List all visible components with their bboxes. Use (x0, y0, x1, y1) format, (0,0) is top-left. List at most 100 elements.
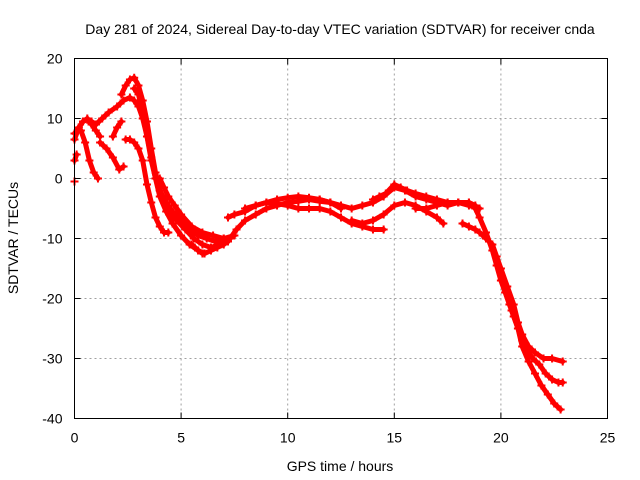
data-point (76, 126, 85, 135)
data-point (83, 114, 92, 123)
data-point (91, 126, 100, 135)
data-point (224, 213, 233, 222)
data-point (170, 201, 179, 210)
data-point (443, 198, 452, 207)
data-point (548, 375, 557, 384)
data-point (458, 219, 467, 228)
data-point (294, 204, 303, 213)
data-point (518, 342, 527, 351)
data-point (396, 183, 405, 192)
data-point (305, 204, 314, 213)
series-trace-13 (241, 198, 388, 234)
data-point (200, 249, 209, 258)
data-point (368, 195, 377, 204)
data-point (87, 120, 96, 129)
data-point (85, 156, 94, 165)
data-point (194, 246, 203, 255)
data-point (81, 138, 90, 147)
data-point (108, 132, 117, 141)
data-point (337, 201, 345, 210)
data-point (79, 117, 88, 126)
data-point (454, 198, 463, 207)
data-point (241, 204, 250, 213)
data-point (198, 228, 207, 237)
data-point (492, 261, 501, 270)
data-point (541, 369, 550, 378)
data-point (147, 153, 156, 162)
data-point (241, 216, 250, 225)
series-trace-20 (507, 306, 565, 414)
data-point (475, 213, 484, 222)
data-point (198, 240, 207, 249)
series-trace-15 (347, 198, 448, 228)
series-line (349, 200, 446, 226)
data-point (219, 240, 228, 249)
y-axis-label: SDTVAR / TECUs (5, 182, 21, 294)
data-point (283, 193, 292, 202)
data-point (119, 162, 128, 171)
data-point (168, 219, 177, 228)
data-point (72, 150, 81, 159)
data-point (464, 198, 473, 207)
data-point (294, 192, 303, 201)
data-point (134, 144, 143, 153)
data-point (432, 201, 441, 210)
data-point (543, 390, 552, 399)
data-point (283, 201, 292, 210)
data-point (230, 210, 239, 219)
data-point (226, 234, 235, 243)
data-point (187, 222, 196, 231)
data-point (98, 114, 107, 123)
data-point (232, 225, 241, 234)
data-point (125, 93, 134, 102)
data-point (160, 183, 169, 192)
data-point (130, 96, 139, 105)
data-point (505, 300, 514, 309)
data-point (96, 138, 105, 147)
data-point (209, 231, 218, 240)
series-trace-8 (121, 135, 173, 237)
data-point (142, 180, 151, 189)
grid-layer (74, 58, 608, 419)
x-tick-label: 10 (280, 430, 296, 446)
data-point (162, 207, 171, 216)
data-point (147, 198, 156, 207)
data-point (556, 405, 565, 414)
data-point (119, 96, 128, 105)
data-point (528, 354, 537, 363)
data-point (471, 225, 480, 234)
data-point (151, 213, 160, 222)
data-point (501, 288, 510, 297)
data-point (125, 75, 134, 84)
x-tick-label: 5 (177, 430, 185, 446)
y-tick-label: -30 (42, 351, 62, 367)
data-point (155, 222, 164, 231)
x-tick-label: 0 (71, 430, 79, 446)
data-point (507, 306, 516, 315)
data-point (93, 174, 102, 183)
data-point (375, 192, 384, 201)
data-point (558, 357, 567, 366)
series-trace-5 (96, 138, 128, 174)
y-tick-label: 20 (47, 51, 63, 67)
data-point (368, 225, 377, 234)
series-trace-6 (108, 117, 126, 141)
data-point (130, 138, 139, 147)
data-point (138, 108, 147, 117)
y-tick-label: -10 (42, 231, 62, 247)
data-point (326, 198, 335, 207)
x-tick-label: 20 (493, 430, 509, 446)
data-point (558, 378, 567, 387)
data-point (539, 354, 548, 363)
data-point (531, 369, 540, 378)
data-point (115, 165, 124, 174)
data-point (379, 225, 388, 234)
data-point (315, 204, 324, 213)
x-tick-label: 25 (600, 430, 616, 446)
data-point (251, 210, 260, 219)
data-point (326, 207, 335, 216)
data-point (187, 240, 196, 249)
data-point (177, 210, 186, 219)
data-point (358, 219, 367, 228)
